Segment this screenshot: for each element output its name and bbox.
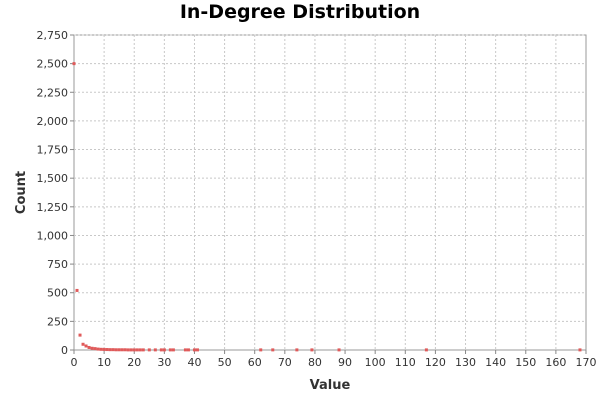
y-tick-label: 500 [47,287,68,300]
x-tick-label: 170 [576,356,597,369]
data-point [141,348,145,352]
y-axis: 0 250 500 750 1,000 1,250 1,500 1,750 2,000 2,250… [37,29,74,357]
y-tick-label: 1,750 [37,144,69,157]
x-tick-label: 150 [515,356,536,369]
data-point [168,348,172,352]
y-axis-title: Count [14,171,29,214]
plot-area [73,34,587,351]
data-points [72,62,582,352]
data-point [108,348,112,352]
data-point [195,348,199,352]
data-point [259,348,263,352]
data-point [84,344,88,348]
y-tick-label: 1,000 [37,229,69,242]
data-point [87,345,91,349]
x-tick-label: 130 [455,356,476,369]
y-tick-label: 2,250 [37,86,69,99]
data-point [99,347,103,351]
x-tick-label: 110 [395,356,416,369]
data-point [153,348,157,352]
data-point [171,348,175,352]
data-point [424,348,428,352]
y-tick-label: 2,500 [37,58,69,71]
data-point [123,348,127,352]
x-tick-label: 20 [127,356,141,369]
data-point [114,348,118,352]
x-tick-label: 70 [278,356,292,369]
data-point [96,347,100,351]
x-tick-label: 0 [71,356,78,369]
data-point [126,348,130,352]
x-tick-label: 160 [545,356,566,369]
y-tick-label: 1,500 [37,172,69,185]
data-point [147,348,151,352]
data-point [120,348,124,352]
x-tick-label: 90 [338,356,352,369]
data-point [111,348,115,352]
x-tick-label: 50 [218,356,232,369]
data-point [117,348,121,352]
x-tick-label: 100 [365,356,386,369]
data-point [159,348,163,352]
data-point [105,348,109,352]
y-tick-label: 1,250 [37,201,69,214]
data-point [78,333,82,337]
x-tick-label: 140 [485,356,506,369]
y-tick-label: 2,000 [37,115,69,128]
data-point [337,348,341,352]
data-point [135,348,139,352]
data-point [310,348,314,352]
y-tick-label: 750 [47,258,68,271]
data-point [90,346,94,350]
x-tick-label: 60 [248,356,262,369]
y-tick-label: 0 [61,344,68,357]
data-point [132,348,136,352]
data-point [81,342,85,346]
data-point [186,348,190,352]
x-tick-label: 10 [97,356,111,369]
data-point [72,62,76,66]
data-point [75,288,79,292]
x-tick-label: 40 [187,356,201,369]
chart-title: In-Degree Distribution [179,1,421,23]
data-point [183,348,187,352]
data-point [578,348,582,352]
x-tick-label: 80 [308,356,322,369]
data-point [295,348,299,352]
y-tick-label: 2,750 [37,29,69,42]
x-axis-title: Value [310,378,351,393]
data-point [162,348,166,352]
x-tick-label: 120 [425,356,446,369]
data-point [102,347,106,351]
grid-lines [74,34,586,350]
data-point [271,348,275,352]
y-tick-label: 250 [47,315,68,328]
data-point [129,348,133,352]
data-point [192,348,196,352]
data-point [138,348,142,352]
x-tick-label: 30 [157,356,171,369]
data-point [93,347,97,351]
x-axis: 0 10 20 30 40 50 60 70 80 90 100 110 120 130 140 150 160… [71,350,597,369]
